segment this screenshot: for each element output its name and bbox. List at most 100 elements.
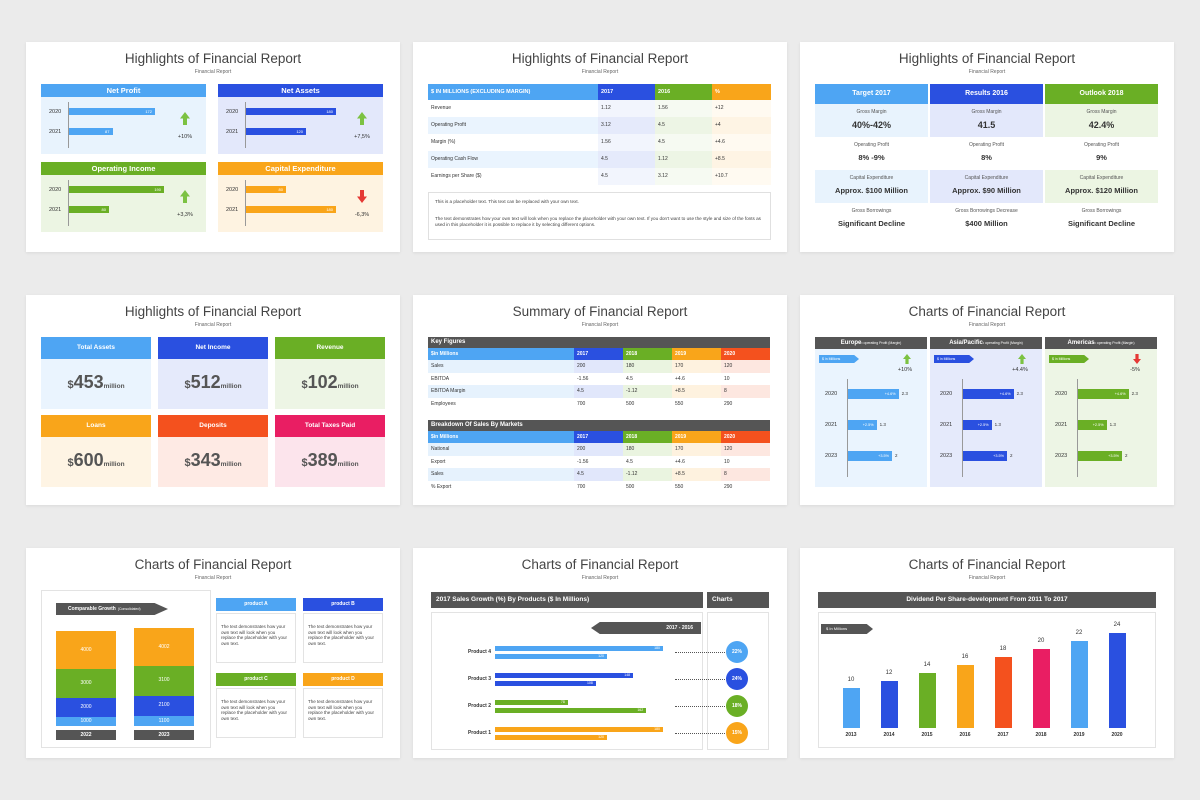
table-cell: 3.12 (655, 168, 712, 185)
unit: million (220, 383, 242, 390)
currency: $ (184, 379, 191, 391)
slide-title: Highlights of Financial Report (898, 51, 1076, 66)
table-cell: 4.5 (655, 117, 712, 134)
product-text: The text demonstrates how your own text … (308, 624, 375, 646)
metric-cell: Gross Margin 40%-42% (815, 104, 928, 137)
metric-label: Gross Borrowings (1081, 208, 1122, 214)
axis-line (847, 379, 848, 477)
chart-tag: Comparable Growth (Consolidated) (56, 603, 168, 615)
bar: 80 (246, 186, 286, 193)
table-cell: 550 (672, 480, 721, 493)
table-cell: 290 (721, 480, 770, 493)
table-cell: 4.5 (574, 385, 623, 398)
table-cell: 1.56 (655, 100, 712, 117)
bar: 190 (69, 186, 164, 193)
bar (994, 656, 1012, 728)
slide: Charts of Financial Report Financial Repo… (413, 548, 787, 758)
value-label: 180 (654, 727, 660, 731)
leader-line (675, 706, 725, 707)
table-cell: 8 (721, 385, 770, 398)
x-tick-label: 2019 (1073, 732, 1085, 738)
growth-label: +3.5% (1108, 454, 1119, 458)
stack-segment: 1000 (56, 716, 116, 726)
table-cell: Export (428, 455, 574, 468)
table-header: 2017 (598, 84, 655, 100)
slide-title: Highlights of Financial Report (511, 51, 689, 66)
growth-label: +4.6% (999, 392, 1011, 396)
note-text: The text demonstrates how your own text … (435, 216, 761, 227)
metric-label: Gross Margin (1086, 109, 1117, 115)
share-circle: 22% (726, 641, 748, 663)
year-label: 2020 (226, 109, 239, 115)
table-cell: 4.5 (574, 468, 623, 481)
amount: 343 (190, 450, 221, 470)
product-header: product B (303, 598, 383, 611)
bar (842, 688, 860, 728)
product-box: The text demonstrates how your own text … (303, 613, 383, 663)
year-label: 2020 (49, 109, 62, 115)
metric-cell: Capital Expenditure Approx. $120 Million (1045, 170, 1158, 203)
table-cell: 700 (574, 480, 623, 493)
table-cell: 1.12 (598, 100, 655, 117)
table-cell: 550 (672, 397, 721, 410)
table-caption: Key Figures (428, 337, 770, 348)
value-label: 120 (598, 735, 604, 739)
panel-header: Europe• operating Profit (Margin) (815, 337, 927, 349)
share-circle: 15% (726, 722, 748, 744)
table-cell: -1.12 (623, 468, 672, 481)
growth-label: +2.5% (1092, 423, 1104, 427)
value-label: 1.3 (879, 422, 886, 427)
tile-body: $453million (41, 359, 151, 409)
tile-header: Total Taxes Paid (275, 415, 385, 437)
table-cell: EBITDA (428, 372, 574, 385)
metric-label: Operating Profit (968, 142, 1005, 148)
value-label: 2 (1125, 453, 1128, 458)
table-cell: 170 (672, 443, 721, 456)
value-label: 22 (1075, 629, 1083, 636)
value-label: 80 (101, 207, 106, 212)
panel: Americas• operating Profit (Margin) $ in … (1045, 337, 1157, 487)
change-label: +10% (177, 134, 193, 140)
change-label: -6,3% (354, 212, 370, 218)
year-label: 2020 (940, 391, 953, 397)
metric: • operating Profit (Margin) (861, 341, 902, 345)
region: Americas (1067, 340, 1095, 346)
trend-arrow (1133, 354, 1141, 364)
table-caption: Breakdown Of Sales By Markets (428, 420, 770, 431)
tile-body: $512million (158, 359, 268, 409)
slide-title: Charts of Financial Report (908, 557, 1066, 572)
metric-cell: Gross Margin 42.4% (1045, 104, 1158, 137)
metric-cell: Gross Margin 41.5 (930, 104, 1043, 137)
chart-title-bar: Dividend Per Share-development From 2011… (818, 592, 1156, 608)
panel: Capital Expenditure 2020 80 2021 180 -6,3% (218, 162, 383, 232)
tile-value: $102million (275, 372, 385, 393)
product-header: product D (303, 673, 383, 686)
value-label: 2.3 (1131, 391, 1138, 396)
table-cell: +4 (712, 117, 771, 134)
table-cell: +12 (712, 100, 771, 117)
product-box: The text demonstrates how your own text … (303, 688, 383, 738)
growth-label: +4.6% (884, 392, 896, 396)
trend-arrow (1018, 354, 1026, 364)
metric: • operating Profit (Margin) (1094, 341, 1135, 345)
currency: $ (301, 457, 308, 469)
slide-subtitle: Financial Report (581, 69, 619, 75)
table-header: % (712, 84, 771, 100)
value-label: 148 (624, 673, 631, 677)
unit: million (337, 383, 359, 390)
table-cell: Employees (428, 397, 574, 410)
x-tick-label: 2017 (997, 732, 1009, 738)
table-cell: +4.6 (672, 372, 721, 385)
segment-label: 4000 (80, 647, 92, 653)
table-cell: Operating Profit (428, 117, 598, 134)
growth-label: +2.5% (977, 423, 989, 427)
x-tick-label: 2018 (1035, 732, 1047, 738)
x-tick-label: 2013 (845, 732, 857, 738)
bar (1032, 648, 1050, 728)
amount: 389 (307, 450, 338, 470)
metric-value: 8% (981, 153, 992, 162)
metric-value: Approx. $120 Million (1065, 186, 1138, 195)
year-label: 2021 (226, 129, 239, 135)
slide: Summary of Financial Report Financial Rep… (413, 295, 787, 505)
